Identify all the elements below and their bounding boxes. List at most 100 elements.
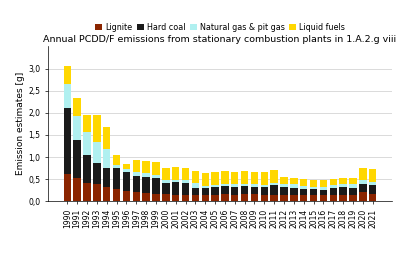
Bar — [103, 168, 110, 187]
Bar — [113, 165, 120, 168]
Bar — [310, 180, 317, 187]
Bar — [270, 183, 278, 185]
Bar — [172, 195, 179, 201]
Bar — [211, 187, 219, 195]
Bar — [251, 184, 258, 187]
Bar — [241, 194, 248, 201]
Bar — [290, 188, 298, 195]
Bar — [83, 183, 91, 201]
Bar — [280, 177, 288, 184]
Bar — [340, 178, 347, 184]
Bar — [93, 163, 100, 184]
Bar — [270, 170, 278, 183]
Bar — [320, 196, 327, 201]
Bar — [162, 168, 170, 180]
Bar — [280, 184, 288, 187]
Bar — [83, 155, 91, 183]
Bar — [261, 187, 268, 195]
Bar — [340, 184, 347, 187]
Bar — [310, 187, 317, 189]
Y-axis label: Emission estimates [g]: Emission estimates [g] — [16, 72, 26, 175]
Bar — [310, 189, 317, 196]
Bar — [221, 171, 229, 183]
Bar — [330, 179, 337, 185]
Bar — [369, 185, 376, 194]
Bar — [349, 184, 357, 188]
Bar — [300, 189, 308, 196]
Bar — [211, 173, 219, 185]
Bar — [74, 178, 81, 201]
Bar — [74, 98, 81, 116]
Bar — [211, 185, 219, 187]
Bar — [162, 194, 170, 201]
Bar — [103, 149, 110, 168]
Bar — [113, 189, 120, 201]
Bar — [340, 187, 347, 195]
Bar — [172, 182, 179, 195]
Bar — [221, 186, 229, 194]
Bar — [349, 195, 357, 201]
Bar — [74, 140, 81, 178]
Bar — [231, 195, 238, 201]
Bar — [349, 178, 357, 184]
Bar — [103, 127, 110, 149]
Bar — [162, 183, 170, 194]
Bar — [320, 187, 327, 190]
Bar — [192, 183, 199, 188]
Bar — [113, 168, 120, 189]
Bar — [231, 187, 238, 195]
Bar — [280, 187, 288, 195]
Bar — [83, 132, 91, 155]
Legend: Lignite, Hard coal, Natural gas & pit gas, Liquid fuels: Lignite, Hard coal, Natural gas & pit ga… — [95, 23, 345, 31]
Bar — [182, 183, 189, 195]
Bar — [261, 185, 268, 187]
Bar — [241, 186, 248, 194]
Bar — [152, 162, 160, 175]
Bar — [359, 191, 366, 201]
Bar — [123, 191, 130, 201]
Bar — [202, 173, 209, 186]
Bar — [261, 173, 268, 185]
Bar — [123, 168, 130, 172]
Bar — [359, 180, 366, 183]
Bar — [320, 190, 327, 196]
Bar — [64, 84, 71, 108]
Bar — [83, 115, 91, 132]
Bar — [231, 172, 238, 184]
Bar — [152, 175, 160, 178]
Bar — [369, 170, 376, 182]
Bar — [369, 194, 376, 201]
Bar — [182, 180, 189, 183]
Bar — [182, 195, 189, 201]
Bar — [241, 183, 248, 186]
Bar — [300, 196, 308, 201]
Bar — [349, 188, 357, 195]
Bar — [142, 162, 150, 173]
Bar — [231, 184, 238, 187]
Bar — [300, 186, 308, 189]
Bar — [132, 192, 140, 201]
Bar — [192, 188, 199, 195]
Bar — [241, 171, 248, 183]
Bar — [369, 182, 376, 185]
Bar — [300, 179, 308, 186]
Bar — [251, 172, 258, 184]
Bar — [261, 195, 268, 201]
Bar — [251, 194, 258, 201]
Bar — [211, 195, 219, 201]
Bar — [123, 172, 130, 191]
Bar — [64, 174, 71, 201]
Bar — [270, 195, 278, 201]
Bar — [310, 196, 317, 201]
Bar — [64, 66, 71, 84]
Bar — [290, 184, 298, 188]
Bar — [142, 193, 150, 201]
Bar — [330, 188, 337, 195]
Bar — [290, 195, 298, 201]
Bar — [113, 155, 120, 165]
Bar — [152, 194, 160, 201]
Bar — [142, 173, 150, 177]
Bar — [290, 178, 298, 184]
Bar — [202, 195, 209, 201]
Bar — [280, 195, 288, 201]
